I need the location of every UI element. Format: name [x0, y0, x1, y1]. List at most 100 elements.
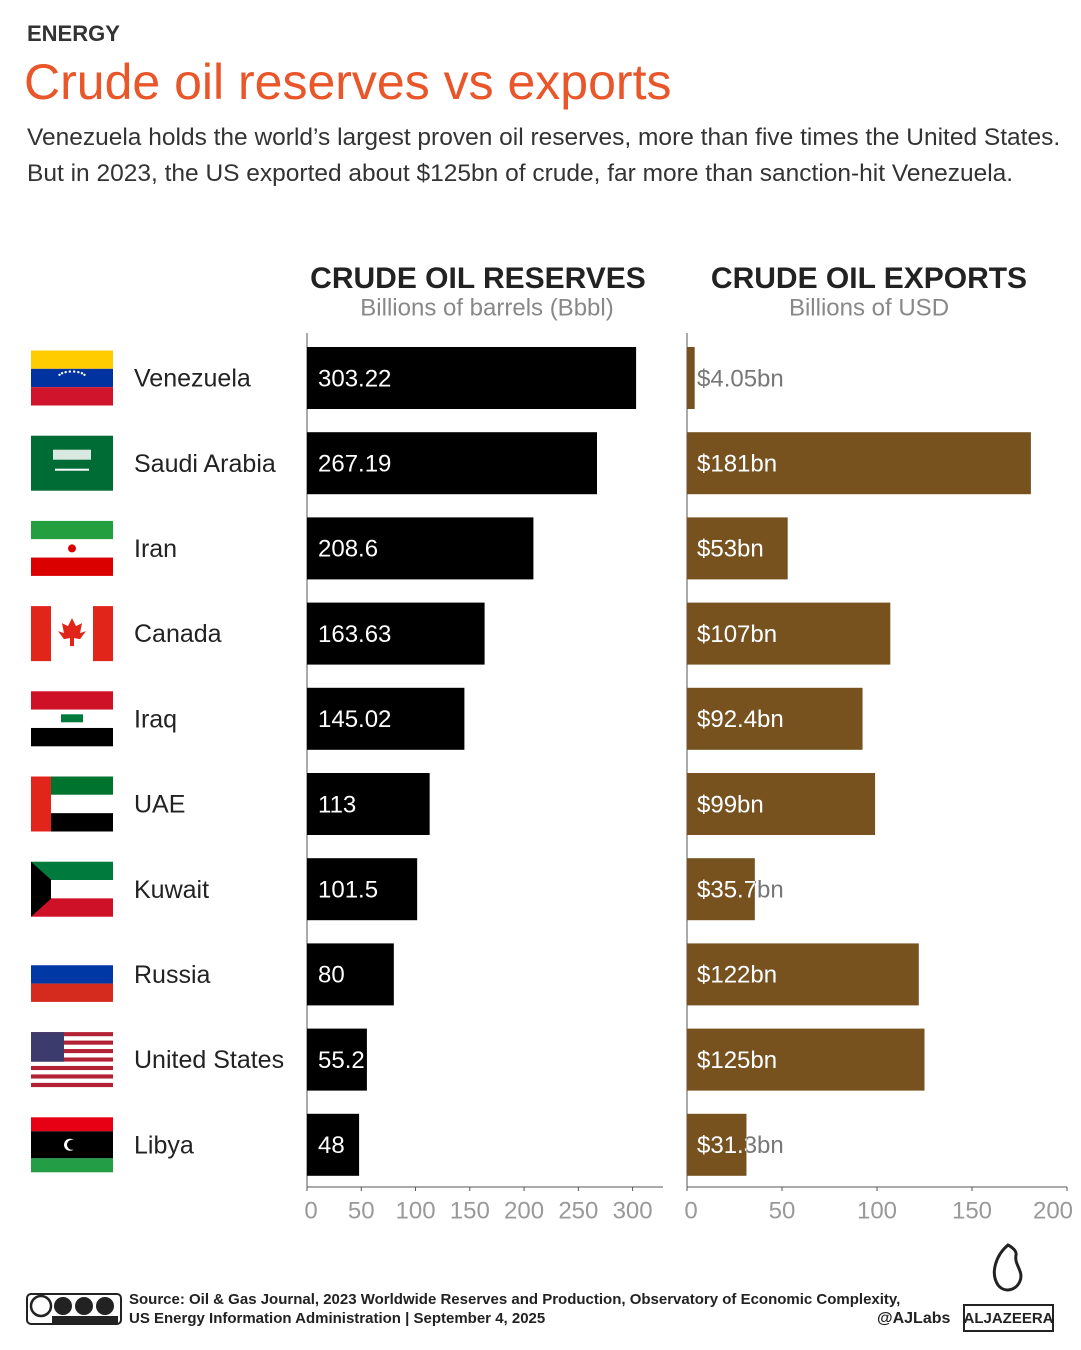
- value-label: $181bn: [697, 451, 777, 478]
- x-tick-label: 300: [613, 1197, 653, 1224]
- value-label: 267.19: [318, 451, 391, 478]
- value-label: 145.02: [318, 706, 391, 733]
- category-label: UAE: [134, 791, 185, 819]
- flag-sword: [55, 468, 89, 471]
- flag-stripe: [31, 1074, 113, 1079]
- x-tick-label: 200: [504, 1197, 544, 1224]
- flag-star: [64, 370, 67, 374]
- flag-trapezoid: [31, 861, 51, 917]
- bar: [307, 432, 597, 495]
- flag-stripe: [31, 557, 113, 576]
- bar: [307, 602, 485, 665]
- value-label: 113: [318, 791, 356, 818]
- kicker: ENERGY: [27, 21, 120, 46]
- flag-stripe: [31, 1032, 113, 1037]
- flag-star: [60, 372, 64, 375]
- bar: [687, 602, 891, 665]
- value-label: $125bn: [697, 1047, 777, 1074]
- cc-license-icon: [26, 1293, 122, 1325]
- flag-stripe: [31, 350, 113, 369]
- bar: [687, 858, 755, 921]
- value-label: $99bn: [697, 791, 764, 818]
- title: Crude oil reserves vs exports: [24, 54, 671, 110]
- value-label: $35.7bn: [697, 877, 784, 904]
- value-label: $181bn: [697, 451, 777, 478]
- value-label: 55.2: [318, 1047, 365, 1074]
- flag-stripe: [31, 861, 113, 881]
- flag-stripe: [31, 898, 113, 917]
- value-label: $92.4bn: [697, 706, 784, 733]
- flag-stripe: [31, 1057, 113, 1062]
- category-label: Russia: [134, 961, 211, 989]
- flag-stripe: [31, 1061, 113, 1066]
- x-tick-label: 250: [558, 1197, 598, 1224]
- flag-stripe: [31, 794, 113, 814]
- x-tick-label: 100: [396, 1197, 436, 1224]
- flag: [31, 946, 113, 1002]
- flag: [31, 861, 113, 917]
- x-tick-label: 50: [348, 1197, 375, 1224]
- subtitle: Venezuela holds the world’s largest prov…: [27, 124, 1061, 187]
- bar: [307, 1113, 360, 1176]
- value-label: $31.3bn: [697, 1132, 784, 1159]
- x-tick-label: 150: [450, 1197, 490, 1224]
- bar: [687, 347, 695, 409]
- category-label: Canada: [134, 620, 222, 648]
- value-label: $122bn: [697, 962, 777, 989]
- flag-stripe: [31, 813, 113, 832]
- flag-stripe: [31, 691, 113, 710]
- flag-stripe: [31, 387, 113, 406]
- value-label: $125bn: [697, 1047, 777, 1074]
- category-label: Venezuela: [134, 365, 251, 393]
- bar: [307, 687, 465, 750]
- value-label: $4.05bn: [697, 365, 784, 392]
- value-label: $53bn: [697, 536, 764, 563]
- bar: [307, 347, 637, 409]
- bar: [307, 1028, 367, 1091]
- panel-subtitle: Billions of USD: [789, 294, 949, 321]
- flag-field: [31, 435, 113, 491]
- flag-star: [83, 373, 86, 376]
- category-label: Iran: [134, 535, 177, 563]
- flag-stripe: [31, 776, 113, 795]
- flag-band: [93, 606, 113, 662]
- bar: [687, 687, 863, 750]
- value-label: 208.6: [318, 536, 378, 563]
- category-label: Iraq: [134, 705, 177, 733]
- flag: [31, 435, 113, 491]
- value-label: 101.5: [318, 877, 378, 904]
- flag-band: [31, 776, 51, 832]
- flag-canton: [31, 1032, 64, 1062]
- x-tick-label: 150: [952, 1197, 992, 1224]
- flag-stripe: [31, 965, 113, 984]
- bar: [307, 773, 430, 835]
- handle: @AJLabs: [877, 1310, 951, 1327]
- value-label: 163.63: [318, 621, 391, 648]
- flag: [31, 691, 113, 747]
- category-label: United States: [134, 1046, 284, 1074]
- flag-stripe: [31, 1158, 113, 1173]
- flag-stripe: [31, 1040, 113, 1045]
- value-label: $99bn: [697, 791, 764, 818]
- value-label: 48: [318, 1132, 345, 1159]
- flag-stripe: [31, 1044, 113, 1050]
- value-label: $35.7bn: [697, 877, 784, 904]
- bar: [687, 773, 876, 835]
- panel-title: CRUDE OIL RESERVES: [310, 262, 646, 295]
- logo: ALJAZEERA: [963, 1243, 1054, 1332]
- x-tick-label: 100: [857, 1197, 897, 1224]
- flag: [31, 606, 113, 662]
- logo-text: ALJAZEERA: [963, 1310, 1053, 1327]
- panel-title: CRUDE OIL EXPORTS: [711, 262, 1027, 295]
- flag-star: [58, 373, 61, 376]
- flag-stripe: [31, 520, 113, 540]
- flag-stripe: [31, 727, 113, 747]
- flag-stripe: [31, 368, 113, 388]
- flag: [31, 776, 113, 832]
- value-label: 80: [318, 962, 345, 989]
- panel-subtitle: Billions of barrels (Bbbl): [360, 294, 613, 321]
- x-tick-label: 0: [684, 1197, 697, 1224]
- x-tick-label: 200: [1033, 1197, 1073, 1224]
- bar: [687, 432, 1031, 495]
